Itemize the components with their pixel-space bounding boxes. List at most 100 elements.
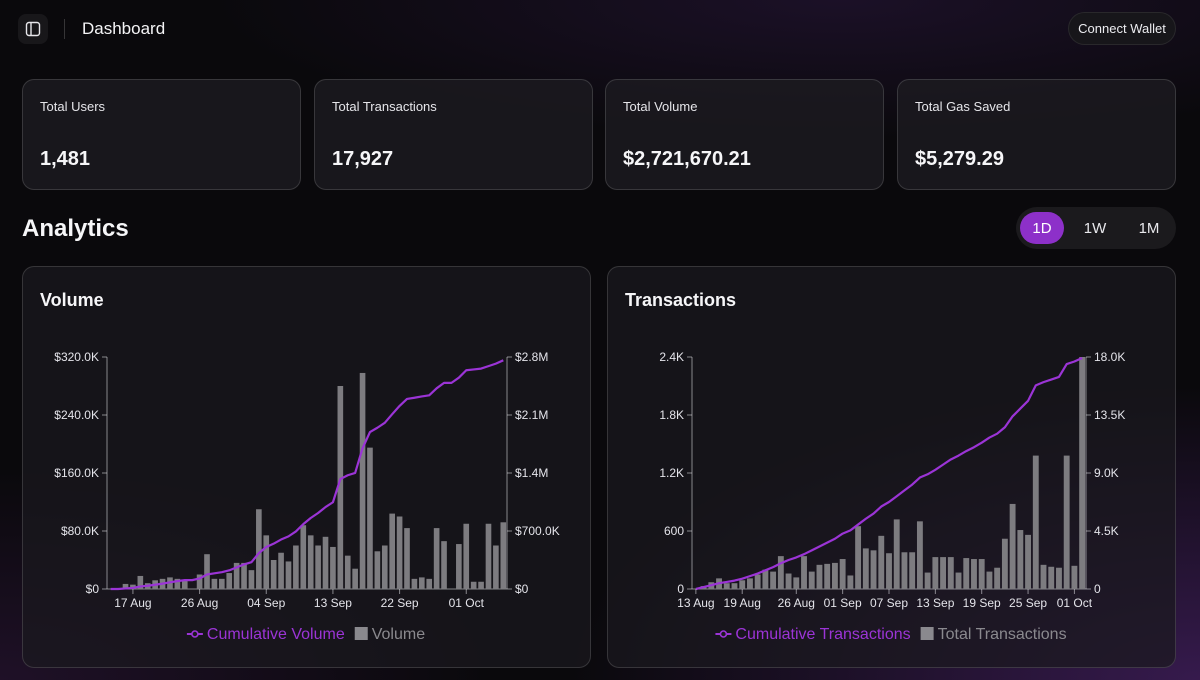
bar [1079, 357, 1086, 589]
chart-legend: Cumulative Transactions Total Transaction… [715, 626, 1067, 643]
bar [322, 536, 329, 589]
bar [940, 557, 947, 589]
bar [293, 545, 299, 589]
x-tick: 04 Sep [247, 596, 285, 610]
bar [441, 541, 447, 589]
bar [762, 569, 769, 589]
bar [916, 521, 923, 589]
bar [747, 578, 753, 589]
x-tick: 25 Sep [1009, 596, 1047, 610]
volume-chart: $0 $80.0K $160.0K $240.0K $320.0K $0 $700.0K $1… [54, 350, 559, 643]
bar [404, 528, 410, 589]
bar [831, 562, 838, 589]
bar [785, 573, 792, 589]
y-tick-right: $2.8M [515, 350, 548, 364]
x-tick: 17 Aug [114, 596, 151, 610]
y-tick-left: $0 [86, 582, 100, 596]
stat-label: Total Users [40, 99, 106, 114]
bar [181, 580, 188, 589]
bar [352, 568, 358, 589]
y-tick-left: 2.4K [659, 350, 684, 364]
bar [878, 535, 885, 589]
y-tick-left: 1.2K [659, 466, 684, 480]
legend-bar-swatch [920, 627, 934, 640]
y-tick-right: $0 [515, 582, 529, 596]
x-tick: 07 Sep [870, 596, 908, 610]
volume-chart-panel: Volume $0 $80.0K $160.0K $240.0K $320.0K $0 $7… [22, 266, 591, 668]
bar [862, 548, 869, 589]
bar [270, 560, 277, 589]
bar [396, 516, 403, 589]
bar [947, 557, 954, 589]
bar [986, 571, 993, 589]
range-1w-button[interactable]: 1W [1072, 212, 1118, 244]
range-1m-button[interactable]: 1M [1126, 212, 1172, 244]
x-tick: 26 Aug [778, 596, 815, 610]
bar [808, 571, 815, 589]
bar [367, 447, 373, 590]
x-tick: 13 Sep [916, 596, 954, 610]
bar [463, 523, 470, 589]
chart-legend: Cumulative Volume Volume [186, 626, 425, 643]
bar [901, 552, 908, 589]
bar [793, 577, 800, 589]
bar [226, 573, 233, 589]
x-tick: 19 Sep [963, 596, 1001, 610]
range-1d-button[interactable]: 1D [1020, 212, 1064, 244]
bar [381, 545, 388, 589]
y-tick-left: $160.0K [54, 466, 99, 480]
bar [344, 555, 351, 589]
connect-wallet-button[interactable]: Connect Wallet [1068, 12, 1176, 45]
bar [470, 581, 477, 589]
legend-line-marker [719, 630, 728, 638]
x-tick: 13 Sep [314, 596, 352, 610]
stat-card-total-gas-saved: Total Gas Saved $5,279.29 [897, 79, 1176, 190]
legend-label-bar: Total Transactions [938, 626, 1067, 643]
bar [285, 561, 292, 589]
bar [777, 556, 784, 589]
top-bar: Dashboard Connect Wallet [0, 0, 1200, 58]
bar [174, 578, 181, 589]
bar [248, 570, 255, 589]
bar [1040, 564, 1047, 589]
stat-card-total-volume: Total Volume $2,721,670.21 [605, 79, 884, 190]
bar [493, 545, 499, 589]
bar [337, 386, 344, 589]
bar [1063, 455, 1070, 589]
chart-title: Transactions [625, 290, 737, 310]
bar [770, 571, 777, 589]
legend-bar-swatch [354, 627, 368, 640]
chart-title: Volume [40, 290, 104, 310]
bar [816, 564, 823, 589]
bar [870, 550, 877, 589]
y-tick-left: $320.0K [54, 350, 99, 364]
y-tick-right: 9.0K [1094, 466, 1119, 480]
time-range-selector: 1D 1W 1M [1016, 207, 1176, 249]
y-tick-right: 13.5K [1094, 408, 1125, 422]
x-tick: 19 Aug [724, 596, 761, 610]
bar [315, 545, 321, 589]
x-tick: 01 Sep [824, 596, 862, 610]
bar [839, 559, 846, 589]
stat-card-total-users: Total Users 1,481 [22, 79, 301, 190]
bar [478, 581, 484, 589]
bar [256, 509, 262, 589]
x-tick: 26 Aug [181, 596, 218, 610]
bar [1071, 565, 1078, 589]
bar [978, 559, 985, 589]
bar [263, 535, 270, 589]
bar [824, 563, 831, 589]
transactions-chart: 0 600 1.2K 1.8K 2.4K 0 4.5K 9.0K 13.5K 18.0K 13 Au… [659, 350, 1125, 643]
bar [1009, 503, 1016, 589]
bar [219, 578, 225, 589]
bar [204, 554, 210, 589]
legend-label-line: Cumulative Transactions [735, 626, 910, 643]
legend-line-marker [191, 630, 199, 638]
stat-label: Total Volume [623, 99, 698, 114]
analytics-title: Analytics [22, 215, 129, 242]
bar [731, 583, 738, 589]
y-tick-left: $240.0K [54, 408, 99, 422]
x-tick: 13 Aug [677, 596, 714, 610]
sidebar-toggle-button[interactable] [18, 14, 48, 44]
bar [955, 572, 962, 589]
